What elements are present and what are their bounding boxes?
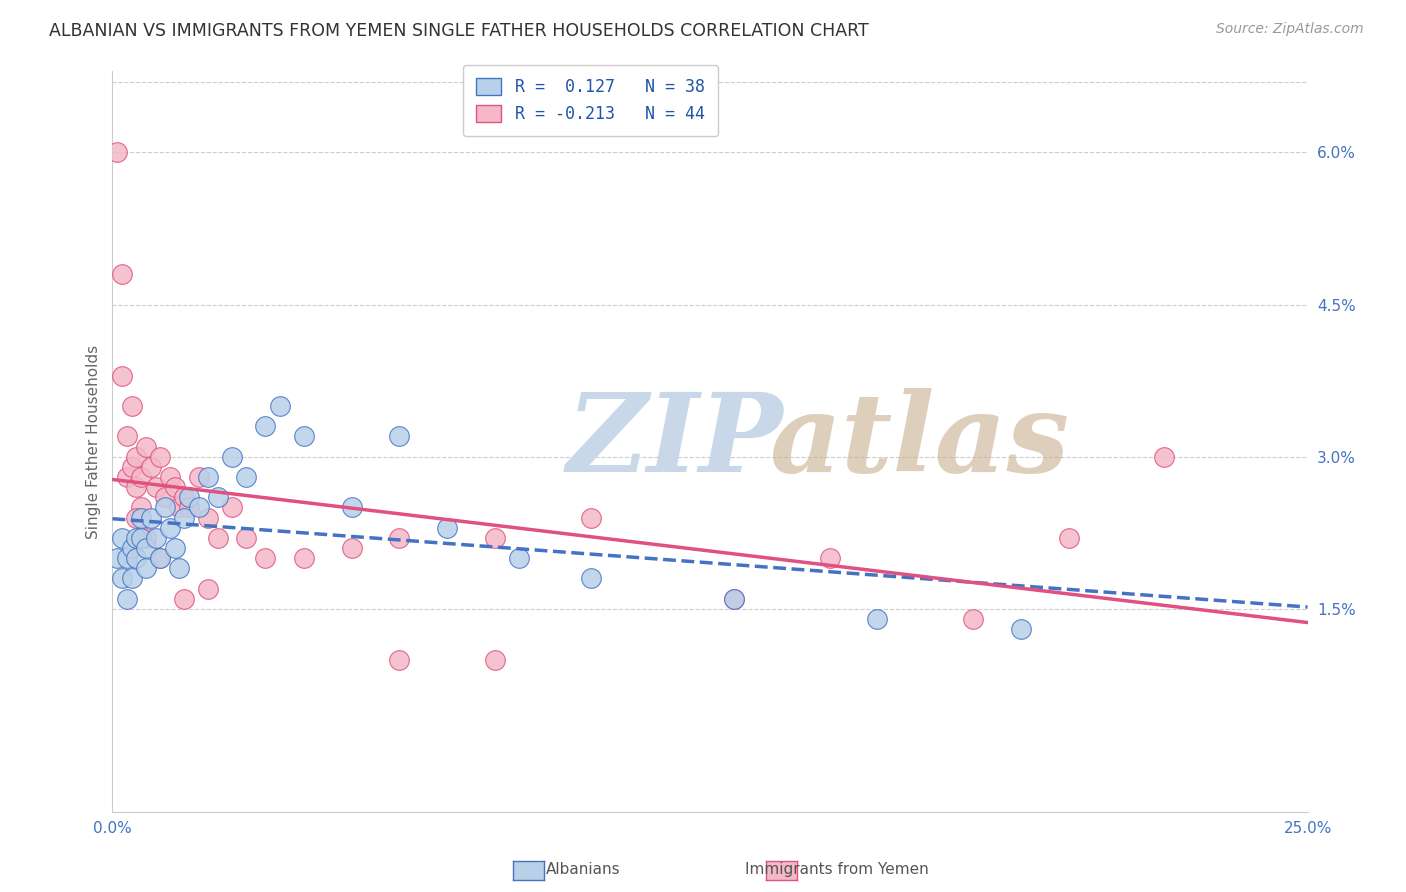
Point: [484, 531, 506, 545]
Point: [135, 531, 157, 545]
Point: [111, 531, 134, 545]
Point: [125, 531, 148, 545]
Point: [579, 510, 602, 524]
Point: [125, 551, 148, 566]
Point: [135, 440, 157, 454]
Point: [292, 551, 315, 566]
Point: [187, 500, 209, 515]
Point: [207, 491, 229, 505]
Point: [111, 571, 134, 585]
Point: [129, 470, 152, 484]
Point: [173, 510, 195, 524]
Point: [125, 480, 148, 494]
Point: [125, 450, 148, 464]
Point: [153, 491, 176, 505]
Point: [221, 450, 243, 464]
Legend: R =  0.127   N = 38, R = -0.213   N = 44: R = 0.127 N = 38, R = -0.213 N = 44: [463, 65, 718, 136]
Point: [723, 591, 745, 606]
Point: [197, 510, 219, 524]
Point: [159, 521, 181, 535]
Point: [340, 541, 363, 555]
Point: [818, 551, 841, 566]
Point: [197, 582, 219, 596]
Point: [111, 368, 134, 383]
Point: [139, 459, 162, 474]
Point: [135, 561, 157, 575]
Point: [173, 491, 195, 505]
Point: [149, 551, 172, 566]
Text: ALBANIAN VS IMMIGRANTS FROM YEMEN SINGLE FATHER HOUSEHOLDS CORRELATION CHART: ALBANIAN VS IMMIGRANTS FROM YEMEN SINGLE…: [49, 22, 869, 40]
Point: [115, 591, 138, 606]
Text: Albanians: Albanians: [546, 863, 621, 877]
Point: [187, 470, 209, 484]
Point: [235, 470, 257, 484]
Text: Source: ZipAtlas.com: Source: ZipAtlas.com: [1216, 22, 1364, 37]
Point: [129, 510, 152, 524]
Point: [159, 470, 181, 484]
Point: [1057, 531, 1080, 545]
Point: [115, 470, 138, 484]
Point: [508, 551, 530, 566]
Point: [173, 591, 195, 606]
Point: [153, 500, 176, 515]
Point: [149, 450, 172, 464]
Point: [163, 480, 186, 494]
Point: [105, 145, 128, 160]
Point: [340, 500, 363, 515]
Point: [121, 399, 143, 413]
Point: [145, 480, 167, 494]
Point: [135, 541, 157, 555]
Point: [163, 541, 186, 555]
Point: [207, 531, 229, 545]
Point: [139, 510, 162, 524]
Point: [121, 571, 143, 585]
Point: [115, 429, 138, 443]
Point: [197, 470, 219, 484]
Point: [484, 652, 506, 666]
Point: [129, 531, 152, 545]
Y-axis label: Single Father Households: Single Father Households: [86, 344, 101, 539]
Point: [111, 267, 134, 281]
Point: [105, 551, 128, 566]
Point: [962, 612, 984, 626]
Point: [292, 429, 315, 443]
Point: [121, 541, 143, 555]
Point: [388, 531, 411, 545]
Point: [221, 500, 243, 515]
Point: [254, 551, 277, 566]
Point: [269, 399, 291, 413]
Point: [129, 500, 152, 515]
Point: [121, 459, 143, 474]
Point: [235, 531, 257, 545]
Point: [125, 510, 148, 524]
Point: [436, 521, 458, 535]
Point: [1010, 622, 1032, 636]
Point: [169, 561, 191, 575]
Point: [579, 571, 602, 585]
Point: [177, 500, 200, 515]
Point: [1153, 450, 1175, 464]
Point: [169, 500, 191, 515]
Point: [177, 491, 200, 505]
Point: [388, 652, 411, 666]
Point: [388, 429, 411, 443]
Point: [254, 419, 277, 434]
Point: [115, 551, 138, 566]
Point: [149, 551, 172, 566]
Text: Immigrants from Yemen: Immigrants from Yemen: [745, 863, 928, 877]
Point: [866, 612, 889, 626]
Text: ZIP: ZIP: [567, 388, 783, 495]
Point: [145, 531, 167, 545]
Text: atlas: atlas: [770, 388, 1070, 495]
Point: [723, 591, 745, 606]
